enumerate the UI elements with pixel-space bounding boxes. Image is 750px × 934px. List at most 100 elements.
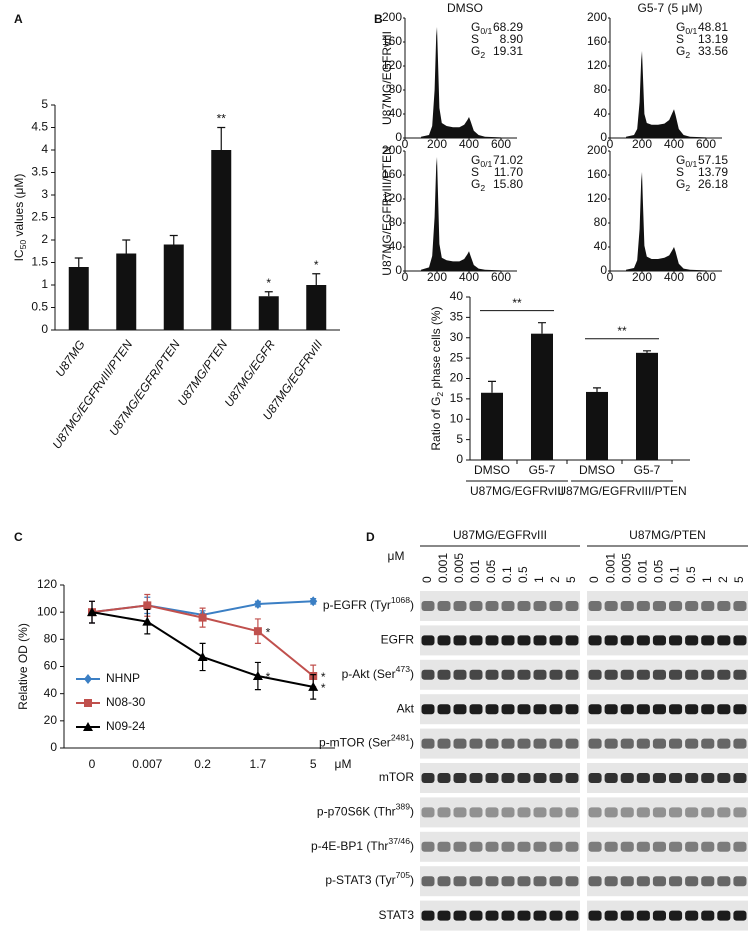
y-tick-label: 0: [456, 452, 463, 466]
blot-band: [453, 876, 467, 887]
panel-label: A: [14, 12, 23, 26]
error-bar: [538, 322, 546, 334]
x-tick-label: 600: [491, 137, 511, 151]
blot-band: [620, 807, 634, 818]
dose-label: 0.5: [516, 566, 530, 583]
x-tick-label: 5: [310, 757, 317, 771]
marker: [253, 599, 262, 610]
y-tick-label: 120: [382, 58, 402, 72]
blot-row-label-part: 389: [396, 802, 411, 812]
phase-label: S: [471, 32, 479, 46]
x-tick-label: 0: [402, 137, 409, 151]
phase-label: G2: [676, 177, 690, 193]
y-tick-label: 0: [395, 263, 402, 277]
phase-label-part: 0/1: [685, 159, 697, 169]
blot-row-label-part: ): [410, 736, 414, 750]
dose-label: 0.1: [668, 566, 682, 583]
blot-band: [620, 841, 634, 852]
phase-label: G0/1: [471, 153, 493, 169]
marker: [309, 596, 318, 607]
y-tick-label: 60: [44, 659, 58, 673]
blot-band: [669, 807, 683, 818]
blot-band: [453, 773, 467, 783]
blot-band: [485, 773, 499, 783]
blot-band: [485, 704, 499, 715]
legend-label: N09-24: [106, 719, 146, 733]
phase-label-part: G: [471, 177, 480, 191]
blot-band: [620, 773, 634, 783]
blot-band: [469, 807, 483, 818]
marker: [142, 616, 153, 626]
significance-label: *: [266, 276, 271, 290]
phase-label-part: 0/1: [685, 26, 697, 36]
blot-row-label-part: 473: [396, 664, 411, 674]
blot-band: [549, 738, 563, 749]
blot-band: [636, 841, 650, 852]
dose-unit: μM: [388, 549, 405, 563]
blot-band: [685, 910, 699, 921]
y-tick-label: 160: [382, 167, 402, 181]
x-tick-label: 0: [402, 270, 409, 284]
x-tick-label: DMSO: [579, 463, 615, 477]
blot-band: [549, 876, 563, 887]
blot-band: [588, 876, 602, 887]
dose-label: 0.001: [603, 553, 617, 583]
dose-label: 5: [732, 576, 746, 583]
bar: [163, 244, 184, 330]
x-tick-label: U87MG/EGFR: [222, 337, 278, 409]
blot-band: [437, 601, 451, 611]
blot-band: [469, 669, 483, 680]
blot-band: [565, 669, 579, 680]
marker: [197, 651, 208, 661]
marker: [83, 722, 93, 731]
y-axis-label-part: values (μM): [12, 174, 26, 240]
dose-label: 2: [716, 576, 730, 583]
blot-band: [717, 704, 731, 715]
blot-row-label-part: ): [410, 598, 414, 612]
dose-label: 0.05: [652, 559, 666, 583]
blot-band: [620, 910, 634, 921]
blot-band: [453, 704, 467, 715]
blot-band: [533, 704, 547, 715]
blot-band: [565, 635, 579, 646]
phase-label: S: [676, 165, 684, 179]
blot-band: [588, 773, 602, 783]
histogram-area: [421, 157, 501, 271]
bar: [68, 267, 89, 330]
blot-band: [604, 704, 618, 715]
blot-band: [437, 669, 451, 680]
blot-band: [636, 669, 650, 680]
y-axis-label-part: IC: [12, 249, 26, 261]
y-tick-label: 200: [382, 10, 402, 24]
y-tick-label: 120: [37, 577, 57, 591]
blot-band: [701, 669, 715, 680]
y-tick-label: 80: [594, 215, 608, 229]
y-tick-label: 2: [41, 232, 48, 246]
row-label: U87MG/EGFRvIII/PTEN: [380, 146, 394, 275]
blot-band: [533, 601, 547, 611]
blot-band: [733, 704, 747, 715]
blot-band: [604, 876, 618, 887]
phase-label: G2: [471, 177, 485, 193]
dose-label: 0.005: [452, 553, 466, 583]
marker: [143, 601, 152, 610]
blot-band: [517, 704, 531, 715]
blot-row-label-part: 1068: [391, 595, 410, 605]
x-tick-label: 200: [632, 270, 652, 284]
blot-band: [717, 773, 731, 783]
blot-band: [421, 841, 435, 852]
blot-band: [453, 841, 467, 852]
error-bar: [74, 257, 83, 267]
blot-row-label-part: p-p70S6K (Thr: [317, 805, 396, 819]
blot-band: [701, 704, 715, 715]
x-tick-label: 0: [89, 757, 96, 771]
blot-band: [620, 669, 634, 680]
marker: [84, 674, 92, 684]
bar: [531, 333, 553, 460]
x-tick-label: U87MG/PTEN: [175, 337, 231, 408]
blot-band: [501, 773, 515, 783]
dose-label: 0: [587, 576, 601, 583]
y-tick-label: 120: [382, 191, 402, 205]
y-tick-label: 2.5: [31, 210, 48, 224]
blot-band: [685, 669, 699, 680]
